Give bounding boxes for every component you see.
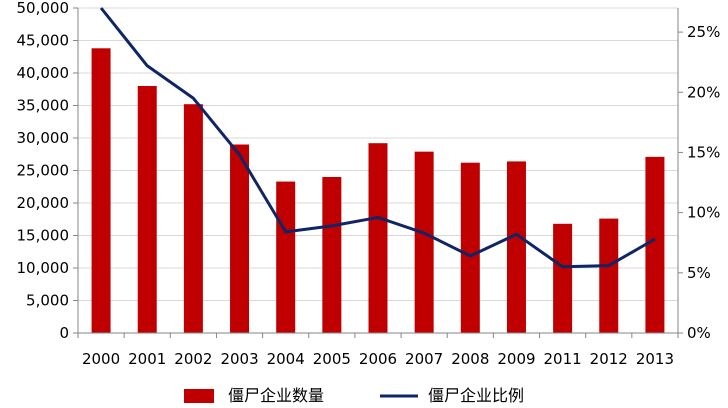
left-axis-ticks: 0 5,000 10,000 15,000 20,000 25,000 30,000 35,0… [17, 0, 70, 342]
right-tick-label: 15% [687, 143, 720, 161]
bar-2013 [645, 156, 665, 333]
right-tick-label: 5% [687, 264, 711, 282]
left-tick-label: 25,000 [17, 162, 70, 180]
x-tick-label: 2012 [590, 350, 628, 368]
right-tick-label: 25% [687, 23, 720, 41]
left-tick-label: 30,000 [17, 129, 70, 147]
left-tick-label: 5,000 [26, 292, 69, 310]
bar-2007 [414, 151, 434, 333]
x-tick-label: 2013 [636, 350, 674, 368]
axes [73, 7, 683, 338]
legend-label-bar: 僵尸企业数量 [228, 386, 324, 405]
left-tick-label: 10,000 [17, 259, 70, 277]
right-tick-label: 10% [687, 204, 720, 222]
bar-2009 [506, 161, 526, 333]
right-axis-ticks: 0% 5% 10% 15% 20% 25% [687, 23, 720, 342]
legend: 僵尸企业数量 僵尸企业比例 [184, 386, 524, 405]
x-tick-label: 2009 [497, 350, 535, 368]
bar-2012 [599, 218, 619, 333]
x-tick-label: 2005 [313, 350, 351, 368]
left-tick-label: 45,000 [17, 32, 70, 50]
line-series [99, 7, 656, 269]
bar-2000 [91, 48, 111, 334]
x-tick-label: 2004 [267, 350, 305, 368]
bar-2004 [276, 181, 296, 333]
bar-2003 [230, 144, 250, 333]
x-axis-ticks: 2000 2001 2002 2003 2004 2005 2006 2007 2008 2009… [82, 350, 674, 368]
left-tick-label: 35,000 [17, 97, 70, 115]
x-tick-label: 2011 [544, 350, 582, 368]
left-tick-label: 50,000 [17, 0, 70, 17]
x-tick-label: 2006 [359, 350, 397, 368]
bar-2008 [460, 162, 480, 333]
bar-series [91, 48, 665, 334]
bar-2001 [137, 86, 157, 333]
legend-label-line: 僵尸企业比例 [428, 386, 524, 405]
x-tick-label: 2003 [220, 350, 258, 368]
bar-2006 [368, 143, 388, 333]
x-tick-label: 2000 [82, 350, 120, 368]
x-tick-label: 2002 [174, 350, 212, 368]
left-tick-label: 20,000 [17, 194, 70, 212]
bar-2002 [183, 104, 203, 333]
bar-2011 [553, 223, 573, 333]
right-tick-label: 20% [687, 83, 720, 101]
x-tick-label: 2008 [451, 350, 489, 368]
left-tick-label: 0 [59, 324, 69, 342]
x-tick-label: 2007 [405, 350, 443, 368]
right-tick-label: 0% [687, 324, 711, 342]
bar-2005 [322, 177, 342, 333]
left-tick-label: 40,000 [17, 64, 70, 82]
x-tick-label: 2001 [128, 350, 166, 368]
legend-swatch-bar [184, 389, 214, 403]
left-tick-label: 15,000 [17, 227, 70, 245]
